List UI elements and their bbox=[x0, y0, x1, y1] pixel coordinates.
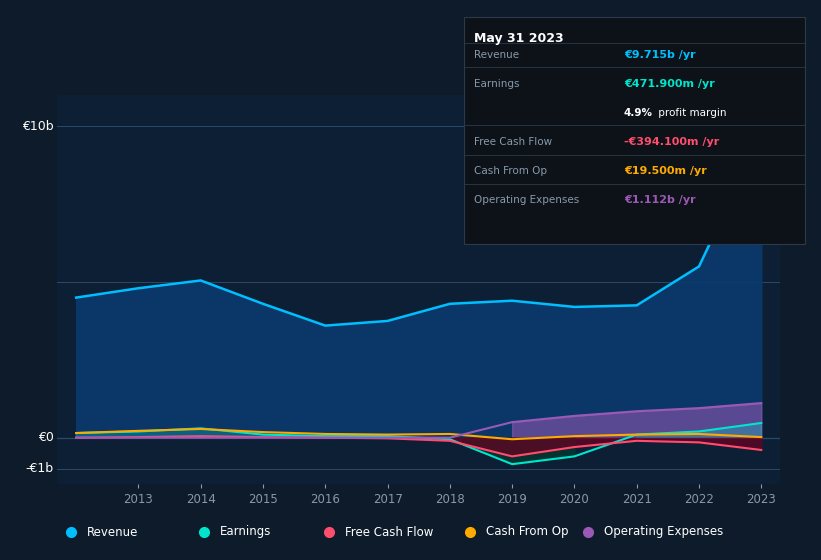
Text: Revenue: Revenue bbox=[474, 50, 519, 60]
Text: May 31 2023: May 31 2023 bbox=[474, 32, 563, 45]
Text: €1.112b /yr: €1.112b /yr bbox=[624, 195, 695, 206]
Text: Operating Expenses: Operating Expenses bbox=[604, 525, 723, 539]
Text: €471.900m /yr: €471.900m /yr bbox=[624, 79, 715, 89]
Text: Free Cash Flow: Free Cash Flow bbox=[346, 525, 433, 539]
Text: profit margin: profit margin bbox=[655, 108, 727, 118]
Text: Cash From Op: Cash From Op bbox=[486, 525, 568, 539]
Text: -€1b: -€1b bbox=[25, 463, 54, 475]
Text: Earnings: Earnings bbox=[220, 525, 271, 539]
Text: €10b: €10b bbox=[22, 120, 54, 133]
Text: €0: €0 bbox=[38, 431, 54, 444]
Text: 4.9%: 4.9% bbox=[624, 108, 653, 118]
Text: Revenue: Revenue bbox=[87, 525, 138, 539]
Text: -€394.100m /yr: -€394.100m /yr bbox=[624, 137, 719, 147]
Text: Earnings: Earnings bbox=[474, 79, 519, 89]
Text: Operating Expenses: Operating Expenses bbox=[474, 195, 579, 206]
Text: Cash From Op: Cash From Op bbox=[474, 166, 547, 176]
Text: €19.500m /yr: €19.500m /yr bbox=[624, 166, 707, 176]
Text: Free Cash Flow: Free Cash Flow bbox=[474, 137, 552, 147]
Text: €9.715b /yr: €9.715b /yr bbox=[624, 50, 695, 60]
